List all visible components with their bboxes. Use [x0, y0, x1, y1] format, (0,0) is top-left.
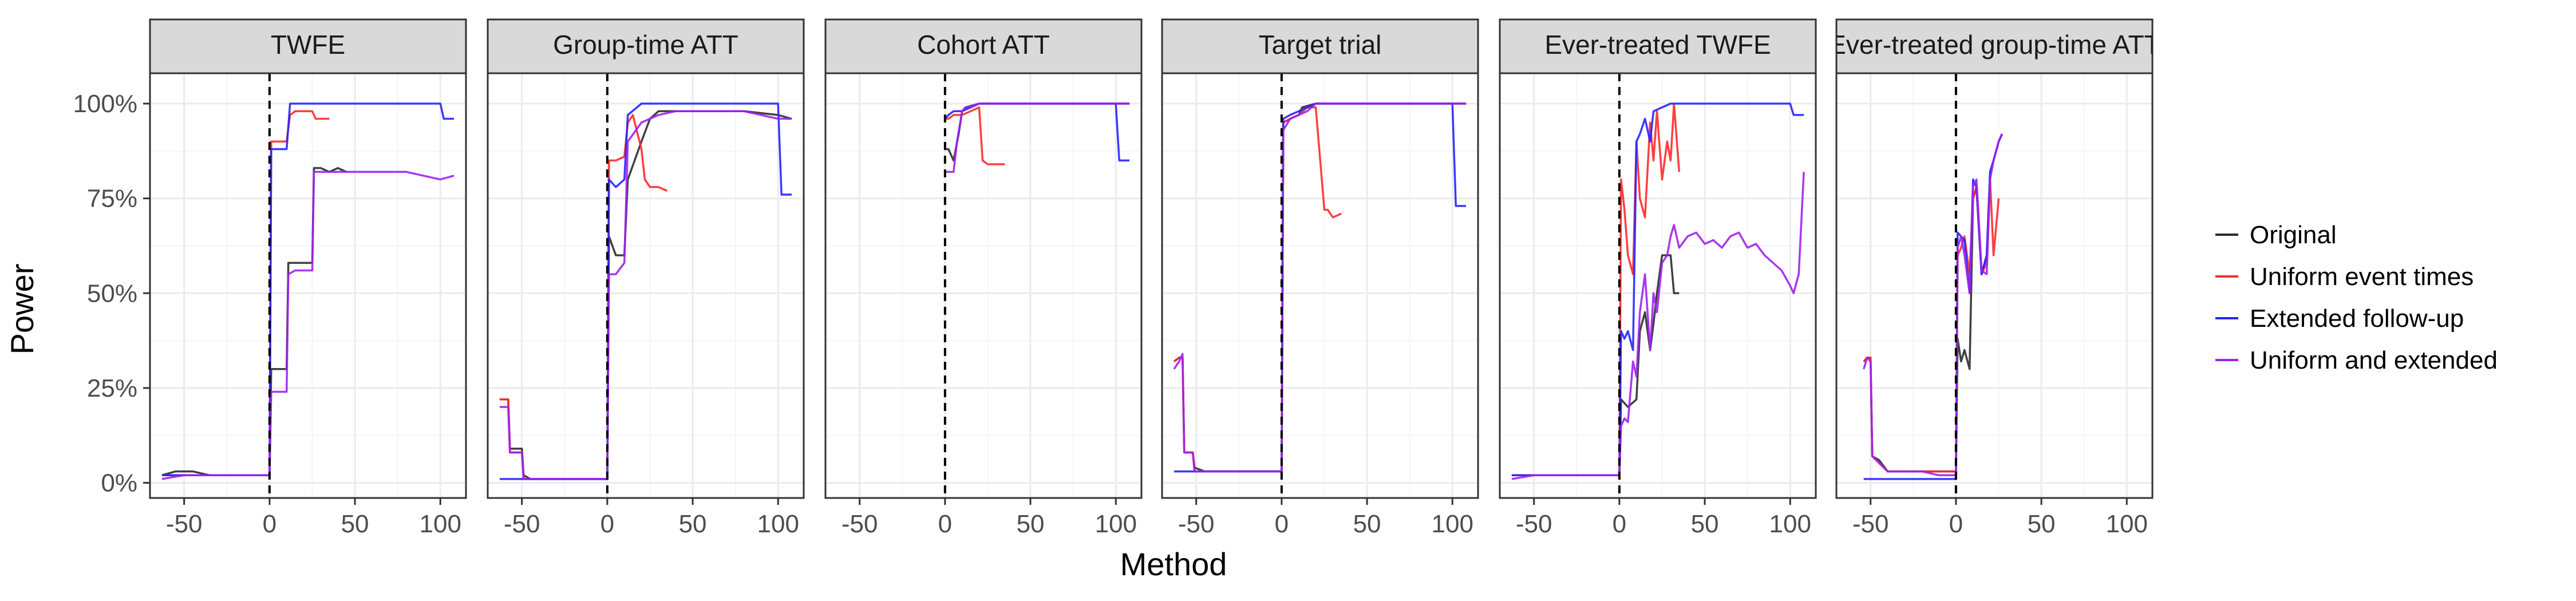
strip-label: Ever-treated group-time ATT: [1828, 30, 2160, 60]
strip-label: Target trial: [1259, 30, 1382, 60]
x-tick-label: 0: [938, 510, 952, 538]
legend-item-uniform-and-extended: Uniform and extended: [2215, 346, 2498, 374]
legend-label: Extended follow-up: [2250, 305, 2464, 333]
legend: Original Uniform event times Extended foll…: [2215, 221, 2498, 374]
series-line-uniform-and-extended: [1511, 172, 1805, 480]
y-tick-label: 75%: [87, 185, 137, 213]
x-tick-label: 0: [1275, 510, 1289, 538]
x-tick-label: 0: [600, 510, 614, 538]
legend-item-uniform-event-times: Uniform event times: [2215, 263, 2474, 291]
y-tick-label: 25%: [87, 374, 137, 402]
series-group: [1863, 133, 2003, 480]
strip-label: Cohort ATT: [917, 30, 1050, 60]
x-tick-label: 100: [1095, 510, 1137, 538]
strip-label: Ever-treated TWFE: [1544, 30, 1771, 60]
legend-label: Original: [2250, 221, 2337, 249]
series-group: [1173, 102, 1467, 473]
strip-label: Group-time ATT: [553, 30, 738, 60]
y-tick-label: 50%: [87, 279, 137, 307]
x-tick-label: -50: [841, 510, 878, 538]
strip-background: [1835, 18, 2154, 74]
x-tick-label: 50: [679, 510, 707, 538]
strip-background: [824, 18, 1143, 74]
x-tick-label: 0: [1613, 510, 1626, 538]
series-line-uniform-and-extended: [1863, 133, 2003, 477]
series-line-uniform-and-extended: [161, 171, 455, 480]
y-axis-title: Power: [4, 264, 40, 355]
x-tick-label: 100: [420, 510, 461, 538]
x-tick-label: 50: [1017, 510, 1045, 538]
series-group: [161, 102, 455, 480]
panel-ever-treated-group-time-att: Ever-treated group-time ATT -50 0 50 100: [1828, 18, 2160, 538]
panel-ever-treated-twfe: Ever-treated TWFE -50 0 50 100: [1499, 18, 1817, 538]
y-tick-label: 0%: [101, 469, 137, 497]
y-axis: 0% 25% 50% 75% 100%: [73, 90, 150, 497]
legend-label: Uniform event times: [2250, 263, 2474, 291]
strip-background: [149, 18, 467, 74]
x-tick-label: 100: [2106, 510, 2148, 538]
series-line-uniform-and-extended: [945, 102, 1130, 173]
series-group: [944, 102, 1130, 173]
x-tick-label: 50: [1353, 510, 1381, 538]
series-line-extended-follow-up: [1863, 133, 2003, 480]
x-tick-label: 50: [2028, 510, 2056, 538]
panel-cohort-att: Cohort ATT -50 0 50 100: [824, 18, 1143, 538]
x-tick-label: 0: [1949, 510, 1963, 538]
panel-background: [1836, 73, 2152, 498]
x-tick-label: 50: [341, 510, 369, 538]
x-tick-label: 100: [757, 510, 799, 538]
legend-item-original: Original: [2215, 221, 2337, 249]
x-tick-label: 100: [1769, 510, 1811, 538]
legend-label: Uniform and extended: [2250, 346, 2498, 374]
series-line-uniform-event-times: [945, 106, 1005, 165]
panel-background: [1162, 73, 1478, 498]
x-tick-label: -50: [1178, 510, 1215, 538]
x-tick-label: -50: [1516, 510, 1552, 538]
x-tick-label: 50: [1691, 510, 1719, 538]
panel-target-trial: Target trial -50 0 50 100: [1161, 18, 1479, 538]
panel-background: [150, 73, 466, 498]
y-tick-label: 100%: [73, 90, 137, 118]
panel-twfe: TWFE -50 0 50 100: [149, 18, 467, 538]
panel-background: [825, 73, 1141, 498]
legend-item-extended-follow-up: Extended follow-up: [2215, 305, 2464, 333]
x-tick-label: 0: [263, 510, 276, 538]
panel-group-time-att: Group-time ATT -50 0 50 100: [487, 18, 805, 538]
x-axis-title: Method: [1120, 546, 1227, 582]
x-tick-label: -50: [166, 510, 203, 538]
strip-background: [487, 18, 805, 74]
series-line-uniform-and-extended: [499, 110, 792, 480]
series-group: [1511, 102, 1805, 480]
x-tick-label: -50: [1852, 510, 1889, 538]
strip-label: TWFE: [271, 30, 345, 60]
x-tick-label: -50: [504, 510, 540, 538]
x-tick-label: 100: [1432, 510, 1473, 538]
panel-background: [488, 73, 804, 498]
strip-background: [1499, 18, 1817, 74]
strip-background: [1161, 18, 1479, 74]
